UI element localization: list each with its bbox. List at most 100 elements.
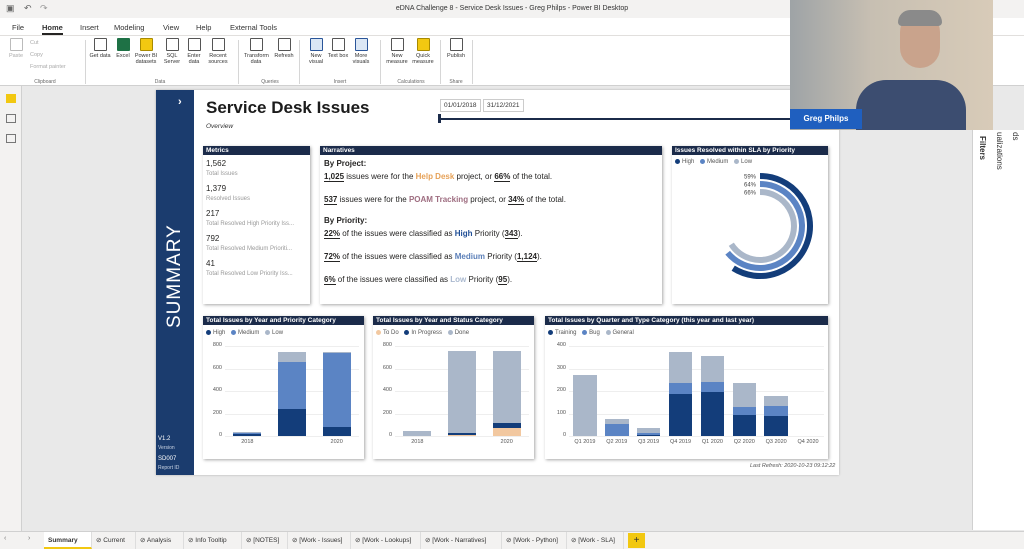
get-data-button[interactable]: Get data — [88, 38, 112, 59]
recent-sources-button[interactable]: Recent sources — [206, 38, 230, 65]
text-box-button[interactable]: Text box — [326, 38, 350, 59]
refresh-button[interactable]: Refresh — [272, 38, 296, 59]
bar-bug-q3-2020[interactable] — [764, 405, 788, 416]
project-narrative-line: 1,025 issues were for the Help Desk proj… — [324, 172, 553, 182]
date-slider-handle[interactable] — [438, 114, 441, 123]
report-id-value: SD007 — [158, 456, 177, 462]
visualizations-pane-tab[interactable]: ualizations — [995, 132, 1004, 170]
y-tick-label: 0 — [388, 432, 392, 438]
priority-narrative-line: 6% of the issues were classified as Low … — [324, 275, 513, 285]
metric-value: 1,379 — [206, 184, 227, 193]
bar-done-2019[interactable] — [448, 351, 476, 433]
bar-bug-q3-2019[interactable] — [636, 432, 661, 435]
bar-training-q1-2020[interactable] — [700, 392, 725, 436]
metrics-header: Metrics — [203, 146, 310, 155]
copy-button[interactable]: Copy — [30, 52, 43, 58]
chevron-left-icon[interactable]: ‹ — [4, 535, 7, 542]
bar-medium-2020[interactable] — [322, 352, 351, 427]
new-visual-button[interactable]: New visual — [304, 38, 328, 65]
paste-button[interactable]: Paste — [4, 38, 28, 59]
sql-server-button[interactable]: SQL Server — [160, 38, 184, 65]
sla-radial-card: Issues Resolved within SLA by Priority H… — [672, 146, 828, 304]
model-view-icon[interactable] — [6, 134, 16, 143]
format-painter-button[interactable]: Format painter — [30, 64, 66, 70]
bar-general-q3-2019[interactable] — [636, 428, 661, 433]
tab-home[interactable]: Home — [42, 23, 63, 35]
tab-modeling[interactable]: Modeling — [114, 23, 145, 32]
bar-medium-2018[interactable] — [233, 432, 262, 434]
right-panes: Filters ualizations ds — [972, 130, 1024, 530]
bar-general-q1-2019[interactable] — [573, 375, 597, 436]
add-page-button[interactable]: + — [628, 533, 645, 548]
tab-help[interactable]: Help — [196, 23, 212, 32]
tab-analysis[interactable]: ⊘ Analysis — [136, 532, 184, 549]
recent-icon — [211, 38, 225, 51]
bar-in-progress-2020[interactable] — [492, 422, 521, 428]
report-view-icon[interactable] — [6, 94, 16, 103]
tab-work-python[interactable]: ⊘ [Work - Python] — [502, 532, 567, 549]
undo-icon[interactable]: ↶ — [24, 3, 32, 13]
bar-done-2020[interactable] — [492, 350, 521, 423]
bar-training-q2-2020[interactable] — [732, 414, 757, 436]
quick-measure-button[interactable]: Quick measure — [411, 38, 435, 65]
fields-pane-tab[interactable]: ds — [1011, 132, 1020, 141]
tab-current[interactable]: ⊘ Current — [92, 532, 136, 549]
redo-icon[interactable]: ↷ — [40, 3, 48, 13]
tab-notes[interactable]: ⊘ [NOTES] — [242, 532, 288, 549]
tab-work-issues[interactable]: ⊘ [Work - Issues] — [288, 532, 351, 549]
metric-label: Total Resolved Medium Prioriti... — [206, 246, 293, 252]
bar-general-q2-2019[interactable] — [605, 419, 629, 424]
tab-external-tools[interactable]: External Tools — [230, 23, 277, 32]
bar-bug-q1-2020[interactable] — [700, 382, 725, 393]
tab-info-tooltip[interactable]: ⊘ Info Tooltip — [184, 532, 242, 549]
bar-to-do-2019[interactable] — [448, 435, 476, 436]
transform-data-button[interactable]: Transform data — [244, 38, 269, 65]
tab-file[interactable]: File — [12, 23, 25, 32]
bar-general-q4-2019[interactable] — [668, 351, 693, 384]
tab-work-narratives[interactable]: ⊘ [Work - Narratives] — [421, 532, 502, 549]
power-bi-datasets-button[interactable]: Power BI datasets — [134, 38, 158, 65]
publish-button[interactable]: Publish — [444, 38, 468, 59]
bar-low-2020[interactable] — [322, 351, 351, 353]
more-visuals-button[interactable]: More visuals — [349, 38, 373, 65]
bar-high-2018[interactable] — [233, 433, 262, 436]
filters-pane-tab[interactable]: Filters — [978, 136, 987, 161]
date-slider-track[interactable] — [440, 118, 790, 120]
tab-view[interactable]: View — [163, 23, 180, 32]
cut-button[interactable]: Cut — [30, 40, 39, 46]
bar-general-q3-2020[interactable] — [764, 395, 788, 406]
enter-data-button[interactable]: Enter data — [182, 38, 206, 65]
bar-high-2019[interactable] — [278, 409, 306, 436]
bar-bug-q4-2019[interactable] — [668, 383, 693, 395]
bar-low-2019[interactable] — [278, 351, 306, 362]
tab-insert[interactable]: Insert — [80, 23, 99, 32]
bar-general-q2-2020[interactable] — [732, 383, 757, 407]
x-tick-label: Q2 2019 — [606, 439, 628, 445]
date-end-input[interactable]: 31/12/2021 — [483, 99, 524, 112]
tab-work-sla[interactable]: ⊘ [Work - SLA] — [567, 532, 624, 549]
bar-bug-q2-2020[interactable] — [732, 406, 757, 415]
tab-work-lookups[interactable]: ⊘ [Work - Lookups] — [351, 532, 421, 549]
date-start-input[interactable]: 01/01/2018 — [440, 99, 481, 112]
bar-in-progress-2019[interactable] — [448, 432, 476, 436]
chevron-right-icon[interactable]: › — [28, 535, 31, 542]
save-icon[interactable]: ▣ — [6, 3, 15, 13]
bar-done-2018[interactable] — [403, 430, 432, 436]
new-measure-button[interactable]: New measure — [385, 38, 409, 65]
bar-to-do-2020[interactable] — [492, 427, 521, 436]
presenter-name-label: Greg Philps — [790, 109, 862, 129]
bar-high-2020[interactable] — [322, 427, 351, 436]
bar-training-q4-2019[interactable] — [668, 394, 693, 436]
x-tick-label: Q4 2020 — [797, 439, 819, 445]
bar-training-q3-2020[interactable] — [764, 415, 788, 436]
y-tick-label: 400 — [382, 387, 392, 393]
bar-bug-q2-2019[interactable] — [605, 423, 629, 436]
data-view-icon[interactable] — [6, 114, 16, 123]
bar-training-q3-2019[interactable] — [636, 434, 661, 436]
report-canvas: › SUMMARY V1.2 Version SD007 Report ID S… — [156, 90, 839, 475]
chevron-right-icon[interactable]: › — [178, 96, 182, 108]
tab-summary[interactable]: Summary — [44, 532, 92, 549]
bar-medium-2019[interactable] — [278, 361, 306, 409]
excel-button[interactable]: Excel — [111, 38, 135, 59]
bar-general-q1-2020[interactable] — [700, 356, 725, 382]
